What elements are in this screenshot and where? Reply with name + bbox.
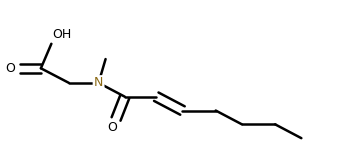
Text: O: O: [6, 62, 15, 75]
Text: N: N: [94, 76, 103, 89]
Text: OH: OH: [52, 28, 72, 41]
Text: O: O: [107, 121, 117, 134]
